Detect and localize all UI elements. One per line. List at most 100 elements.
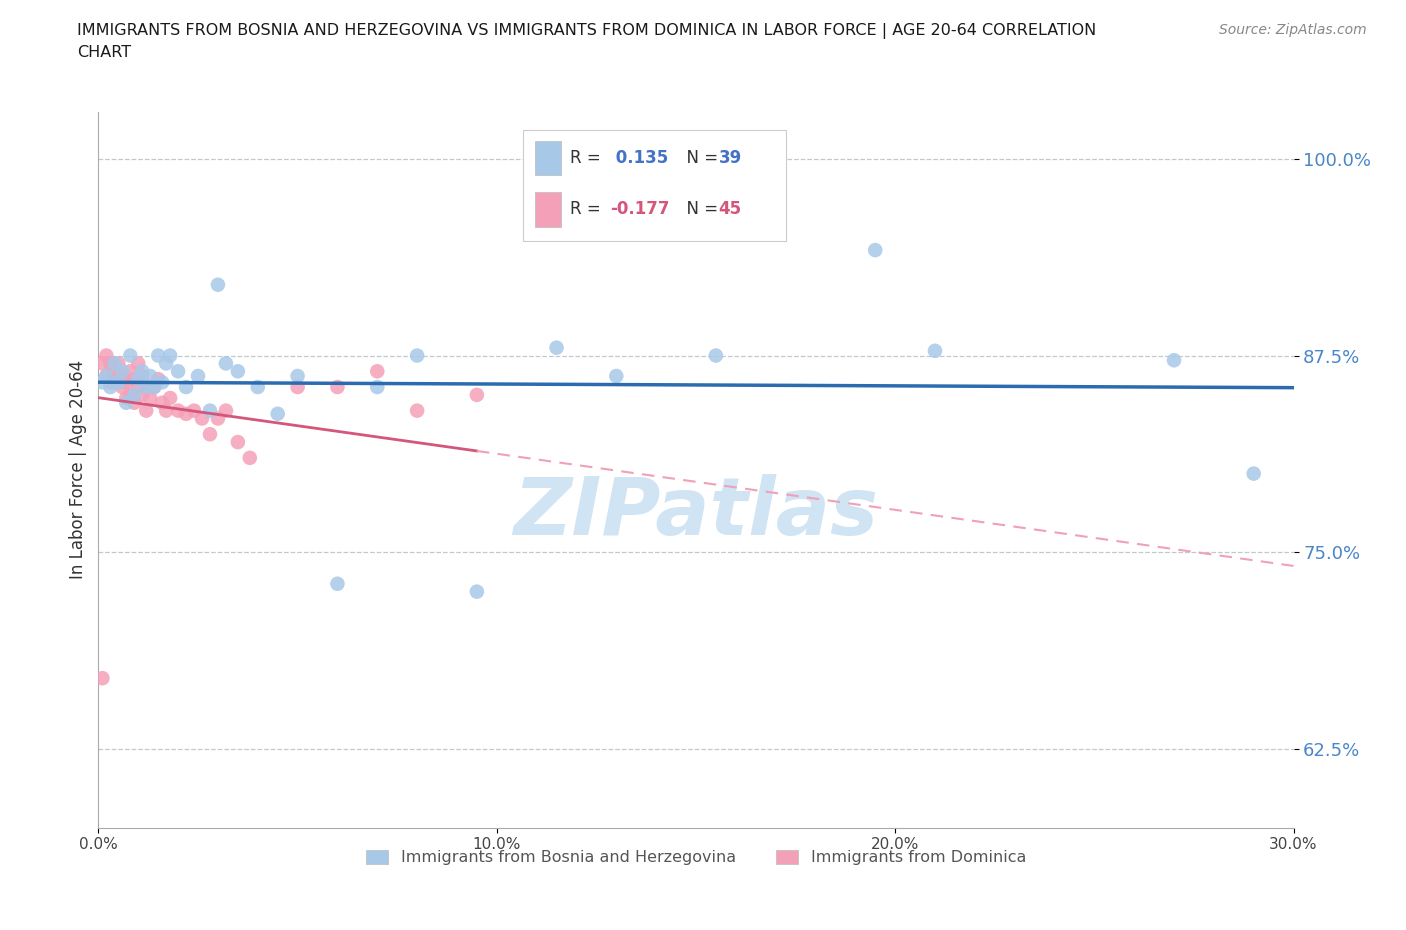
Text: N =: N = xyxy=(676,201,723,219)
Point xyxy=(326,577,349,591)
Text: R =: R = xyxy=(571,201,606,219)
Point xyxy=(924,343,946,358)
Point xyxy=(143,379,166,394)
Point xyxy=(150,395,173,410)
Point xyxy=(124,388,146,403)
Point xyxy=(198,427,221,442)
Point xyxy=(98,379,122,394)
FancyBboxPatch shape xyxy=(534,193,561,227)
Text: ZIPatlas: ZIPatlas xyxy=(513,473,879,551)
Point xyxy=(127,379,149,394)
Text: 45: 45 xyxy=(718,201,742,219)
Point xyxy=(226,434,249,449)
Point xyxy=(103,356,125,371)
Point xyxy=(605,368,627,383)
Point xyxy=(120,348,142,363)
Point xyxy=(139,391,162,405)
Point xyxy=(91,356,114,371)
Point xyxy=(704,348,727,363)
Point xyxy=(150,375,173,390)
Point xyxy=(98,375,122,390)
Point xyxy=(207,277,229,292)
Text: N =: N = xyxy=(676,149,723,166)
Point xyxy=(406,348,429,363)
Point xyxy=(287,379,309,394)
Point xyxy=(267,406,290,421)
Point xyxy=(174,379,197,394)
Point xyxy=(174,406,197,421)
Text: CHART: CHART xyxy=(77,45,131,60)
Point xyxy=(366,379,388,394)
Point xyxy=(246,379,269,394)
Point xyxy=(239,450,262,465)
Point xyxy=(135,379,157,394)
Y-axis label: In Labor Force | Age 20-64: In Labor Force | Age 20-64 xyxy=(69,360,87,579)
Point xyxy=(124,395,146,410)
Text: 0.135: 0.135 xyxy=(610,149,668,166)
Point xyxy=(115,391,138,405)
Point xyxy=(183,404,205,418)
Point xyxy=(148,348,170,363)
Point xyxy=(98,356,122,371)
Point xyxy=(148,372,170,387)
Point xyxy=(124,372,146,387)
Point xyxy=(91,671,114,685)
Point xyxy=(143,379,166,394)
Point xyxy=(111,364,134,379)
Text: IMMIGRANTS FROM BOSNIA AND HERZEGOVINA VS IMMIGRANTS FROM DOMINICA IN LABOR FORC: IMMIGRANTS FROM BOSNIA AND HERZEGOVINA V… xyxy=(77,23,1097,39)
Point xyxy=(127,356,149,371)
Point xyxy=(111,379,134,394)
Point xyxy=(115,375,138,390)
Point xyxy=(107,356,129,371)
Point xyxy=(107,368,129,383)
Point xyxy=(127,372,149,387)
Point xyxy=(187,368,209,383)
Point xyxy=(96,348,118,363)
FancyBboxPatch shape xyxy=(534,140,561,175)
Point xyxy=(159,348,181,363)
Point xyxy=(215,404,238,418)
Point xyxy=(115,395,138,410)
Text: -0.177: -0.177 xyxy=(610,201,669,219)
Point xyxy=(131,388,153,403)
Point xyxy=(103,364,125,379)
Point xyxy=(191,411,214,426)
Point xyxy=(366,364,388,379)
Text: 39: 39 xyxy=(718,149,742,166)
Point xyxy=(135,404,157,418)
Point xyxy=(103,375,125,390)
Point xyxy=(131,364,153,379)
Point xyxy=(326,379,349,394)
Point xyxy=(120,388,142,403)
Point xyxy=(865,243,887,258)
Point xyxy=(135,379,157,394)
Point xyxy=(139,368,162,383)
Point xyxy=(111,368,134,383)
Legend: Immigrants from Bosnia and Herzegovina, Immigrants from Dominica: Immigrants from Bosnia and Herzegovina, … xyxy=(357,842,1035,873)
Point xyxy=(465,388,488,403)
FancyBboxPatch shape xyxy=(523,129,786,241)
Text: Source: ZipAtlas.com: Source: ZipAtlas.com xyxy=(1219,23,1367,37)
Point xyxy=(465,584,488,599)
Point xyxy=(207,411,229,426)
Point xyxy=(96,368,118,383)
Point xyxy=(254,828,277,843)
Point xyxy=(159,391,181,405)
Point xyxy=(131,368,153,383)
Point xyxy=(91,375,114,390)
Point xyxy=(546,340,568,355)
Point xyxy=(215,356,238,371)
Point xyxy=(120,364,142,379)
Point xyxy=(1163,352,1185,367)
Point xyxy=(167,404,190,418)
Point xyxy=(155,404,177,418)
Point xyxy=(96,368,118,383)
Point xyxy=(198,404,221,418)
Point xyxy=(167,364,190,379)
Text: R =: R = xyxy=(571,149,606,166)
Point xyxy=(226,364,249,379)
Point xyxy=(1243,466,1265,481)
Point xyxy=(406,404,429,418)
Point xyxy=(155,356,177,371)
Point xyxy=(287,368,309,383)
